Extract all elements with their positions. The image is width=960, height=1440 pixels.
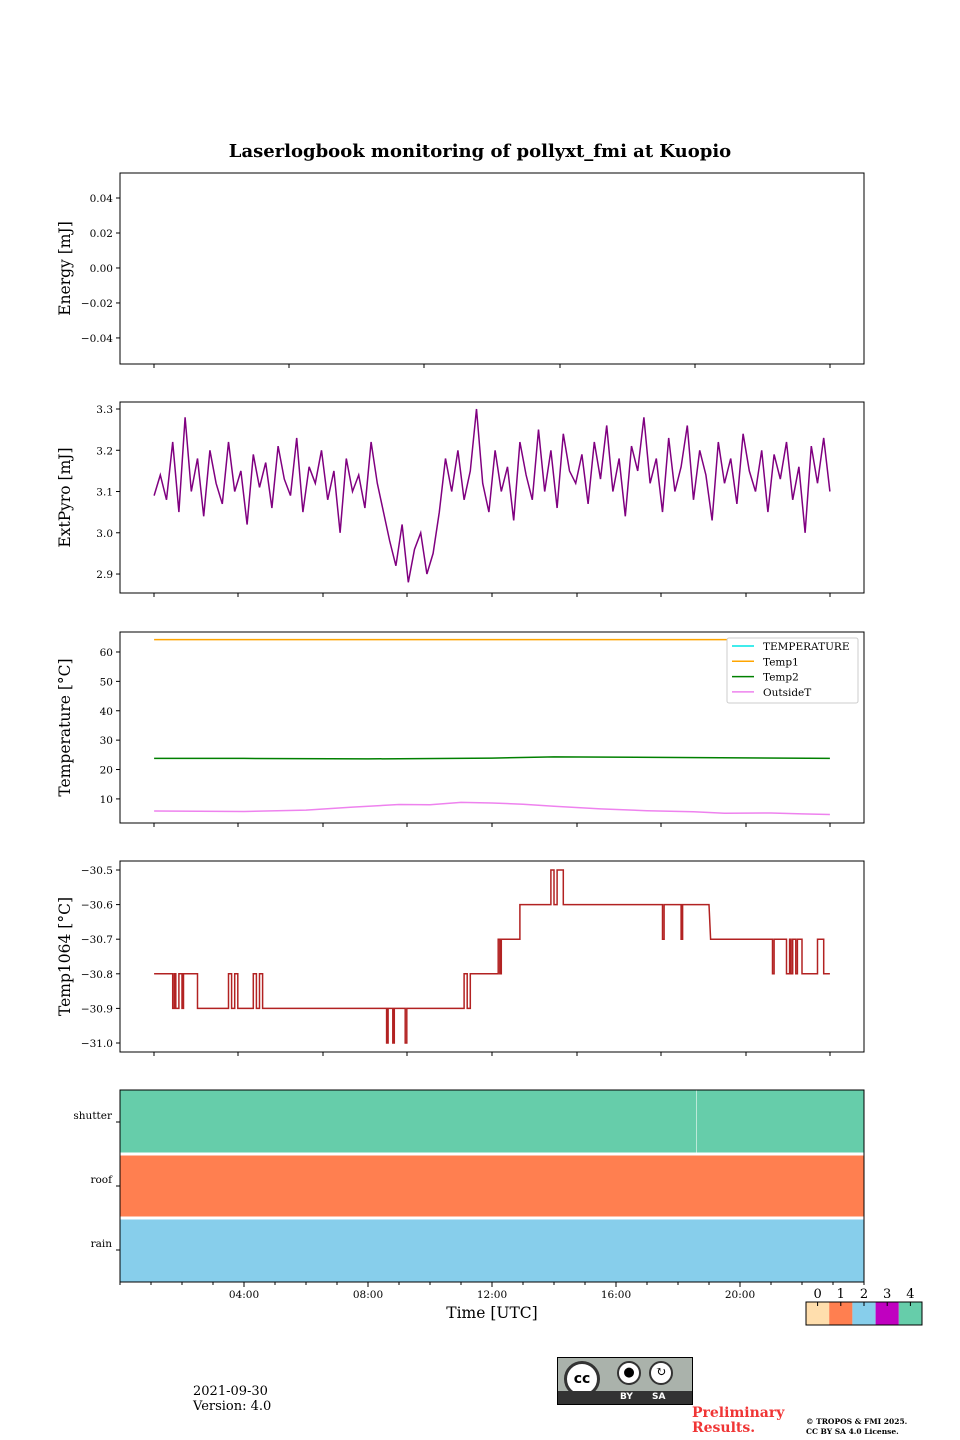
colorbar-tick-label: 0 [813,1287,821,1302]
cc-license-badge: cc ● ↻ BY SA [557,1357,693,1405]
status-band-roof [120,1154,864,1218]
panel-4: −30.5 −30.6 −30.7 −30.8 −30.9 −31.0 Temp1064 [… [56,860,865,1056]
y-tick-label: 0.02 [90,228,113,240]
y-tick-label: −30.6 [81,900,113,912]
colorbar-swatch [852,1302,876,1325]
colorbar-swatch [898,1302,922,1325]
colorbar-frame [805,1301,923,1326]
legend-label-temp2: Temp2 [763,672,799,684]
preliminary-line-2: Results. [692,1420,756,1436]
legend-label-outsidet: OutsideT [763,687,811,699]
axes-frame [119,860,865,1053]
panel-1: 0.04 0.02 0.00 −0.02 −0.04 Energy [mJ] [56,172,865,368]
y-tick-label: −0.04 [81,333,113,345]
y-axis-label: Temp1064 [°C] [56,897,74,1016]
cc-label-bar: BY SA [558,1391,692,1404]
series-temp2 [154,756,830,760]
status-row-label: rain [91,1238,113,1250]
preliminary-line-1: Preliminary [692,1405,785,1421]
y-tick-label: 2.9 [96,569,113,581]
status-row-label: shutter [73,1110,113,1122]
temp1064-line [154,869,830,1044]
axes-frame [119,401,865,594]
status-band-shutter [120,1090,864,1154]
legend-label-temperature: TEMPERATURE [763,641,850,653]
status-band-rain [120,1218,864,1282]
colorbar-swatch [829,1302,853,1325]
y-tick-label: −30.7 [81,934,113,946]
sa-label: SA [652,1392,666,1402]
colorbar-swatch [875,1302,899,1325]
y-tick-label: 30 [100,735,113,747]
panel-2: 3.3 3.2 3.1 3.0 2.9 ExtPyro [mJ] [56,401,865,597]
y-axis-label: Temperature [°C] [56,658,74,796]
preliminary-note: Preliminary Results. [692,1406,784,1436]
y-tick-label: 3.3 [96,404,113,416]
sa-icon: ↻ [649,1361,673,1385]
colorbar-tick-label: 1 [837,1287,845,1302]
by-label: BY [620,1392,633,1402]
date-version: 2021-09-30 Version: 4.0 [193,1384,271,1414]
y-tick-label: 40 [100,706,113,718]
y-tick-label: 10 [100,794,113,806]
y-tick-label: 3.0 [96,528,113,540]
extpyro-line [153,408,831,583]
colorbar-tick-label: 4 [906,1287,914,1302]
y-tick-label: 50 [100,676,113,688]
colorbar-tick-label: 2 [860,1287,868,1302]
figure-title: Laserlogbook monitoring of pollyxt_fmi a… [228,141,732,162]
colorbar-swatch [806,1302,830,1325]
date-label: 2021-09-30 [193,1384,268,1399]
copyright-line-2: CC BY SA 4.0 License. [806,1427,899,1436]
y-tick-label: 0.04 [90,193,114,205]
y-tick-label: −0.02 [81,298,113,310]
y-tick-label: −30.5 [81,865,113,877]
x-axis-label: Time [UTC] [446,1304,537,1322]
by-person-icon: ● [617,1361,641,1385]
panel-3: TEMPERATURE Temp1 Temp2 OutsideT 60 50 40 30 20 1… [56,631,865,827]
panel-status: shutter roof rain 04:00 08:00 12:00 16:00 20:00… [73,1089,865,1322]
version-label: Version: 4.0 [193,1399,272,1414]
y-axis-label: ExtPyro [mJ] [56,447,74,547]
x-tick-label: 16:00 [601,1289,631,1301]
copyright-line-1: © TROPOS & FMI 2025. [806,1417,908,1426]
y-tick-label: −30.8 [81,969,113,981]
legend-label-temp1: Temp1 [763,656,799,668]
x-tick-label: 08:00 [353,1289,383,1301]
series-outsidet [154,801,830,816]
axes-frame [119,172,865,365]
copyright: © TROPOS & FMI 2025. CC BY SA 4.0 Licens… [806,1417,907,1437]
x-tick-label: 12:00 [477,1289,507,1301]
y-tick-label: −30.9 [81,1003,113,1015]
legend-box [726,637,859,704]
y-tick-label: −31.0 [81,1038,113,1050]
y-tick-label: 20 [100,765,113,777]
y-tick-label: 60 [100,647,113,659]
y-tick-label: 3.1 [96,487,113,499]
y-tick-label: 3.2 [96,445,113,457]
y-axis-label: Energy [mJ] [56,221,74,316]
x-tick-label: 20:00 [725,1289,755,1301]
x-tick-label: 04:00 [229,1289,259,1301]
y-tick-label: 0.00 [90,263,113,275]
status-row-label: roof [90,1174,113,1186]
legend: TEMPERATURE Temp1 Temp2 OutsideT [726,637,859,704]
colorbar-tick-label: 3 [883,1287,891,1302]
